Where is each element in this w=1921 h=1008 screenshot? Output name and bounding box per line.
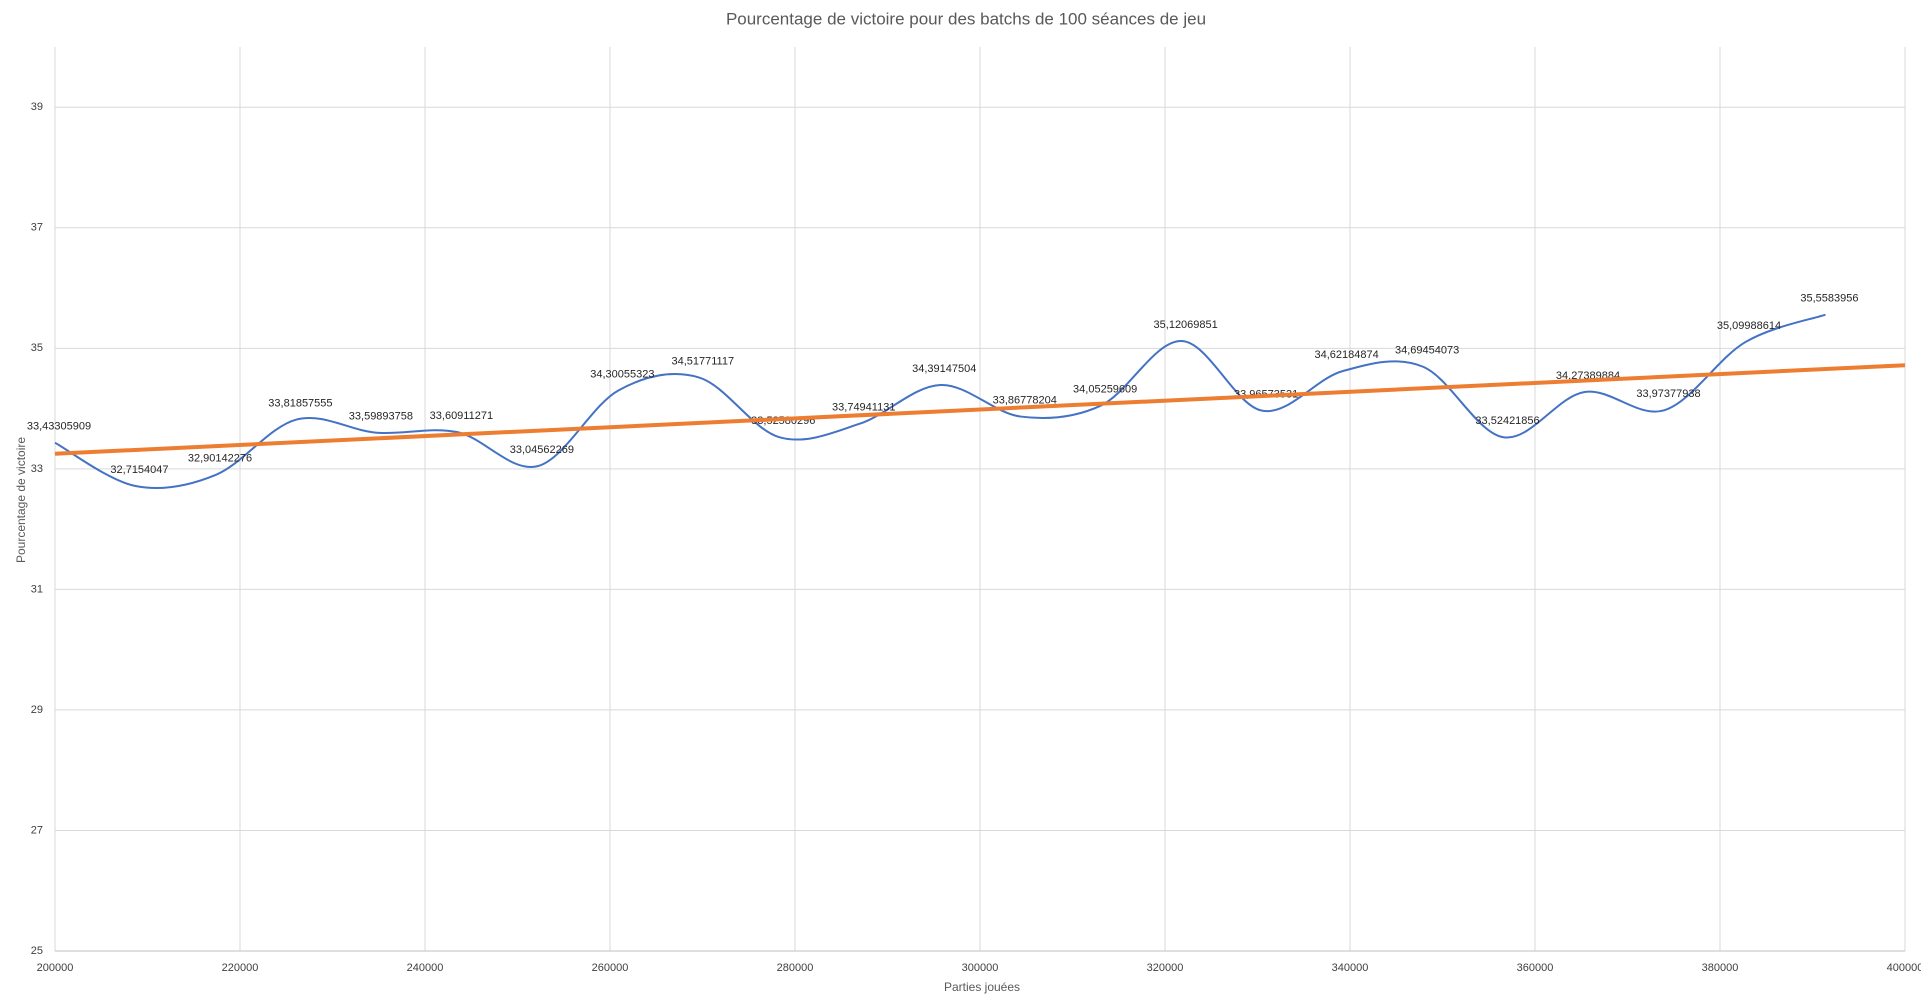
y-tick-label: 25 <box>31 945 43 957</box>
chart-title: Pourcentage de victoire pour des batchs … <box>726 9 1206 28</box>
y-tick-label: 37 <box>31 222 43 234</box>
data-label: 33,74941131 <box>832 402 895 414</box>
data-label: 33,86778204 <box>993 394 1057 406</box>
x-tick-label: 340000 <box>1332 962 1369 974</box>
x-tick-label: 360000 <box>1517 962 1554 974</box>
data-label: 32,90142276 <box>188 453 252 465</box>
y-tick-label: 27 <box>31 824 43 836</box>
x-tick-label: 380000 <box>1702 962 1739 974</box>
data-label: 32,7154047 <box>110 464 168 476</box>
y-axis-title: Pourcentage de victoire <box>14 437 28 563</box>
x-axis-title: Parties jouées <box>944 980 1020 994</box>
x-tick-label: 300000 <box>962 962 999 974</box>
x-tick-label: 200000 <box>37 962 74 974</box>
y-tick-label: 35 <box>31 342 43 354</box>
data-label: 33,97377938 <box>1636 388 1700 400</box>
y-tick-label: 31 <box>31 583 43 595</box>
data-label: 35,12069851 <box>1154 319 1218 331</box>
x-tick-label: 320000 <box>1147 962 1184 974</box>
trendline <box>54 363 1906 456</box>
y-tick-label: 29 <box>31 704 43 716</box>
data-label: 34,05259609 <box>1073 383 1137 395</box>
data-label: 34,30055323 <box>590 368 654 380</box>
data-label: 34,39147504 <box>912 363 976 375</box>
x-tick-label: 240000 <box>407 962 444 974</box>
data-label: 35,5583956 <box>1800 293 1858 305</box>
x-tick-label: 260000 <box>592 962 629 974</box>
data-label: 34,69454073 <box>1395 345 1459 357</box>
data-label: 34,51771117 <box>671 355 734 367</box>
x-tick-label: 280000 <box>777 962 814 974</box>
data-label: 33,60911271 <box>430 410 493 422</box>
x-tick-label: 220000 <box>222 962 259 974</box>
y-tick-label: 39 <box>31 101 43 113</box>
data-label: 33,59893758 <box>349 411 413 423</box>
data-label: 33,04562269 <box>510 444 574 456</box>
y-tick-label: 33 <box>31 463 43 475</box>
data-label: 33,81857555 <box>268 397 332 409</box>
data-label: 35,09988614 <box>1717 320 1781 332</box>
data-label: 33,43305909 <box>27 421 91 433</box>
data-line <box>54 313 1826 490</box>
data-label: 33,52421856 <box>1475 415 1539 427</box>
data-label: 34,62184874 <box>1314 349 1378 361</box>
x-tick-label: 400000 <box>1887 962 1921 974</box>
